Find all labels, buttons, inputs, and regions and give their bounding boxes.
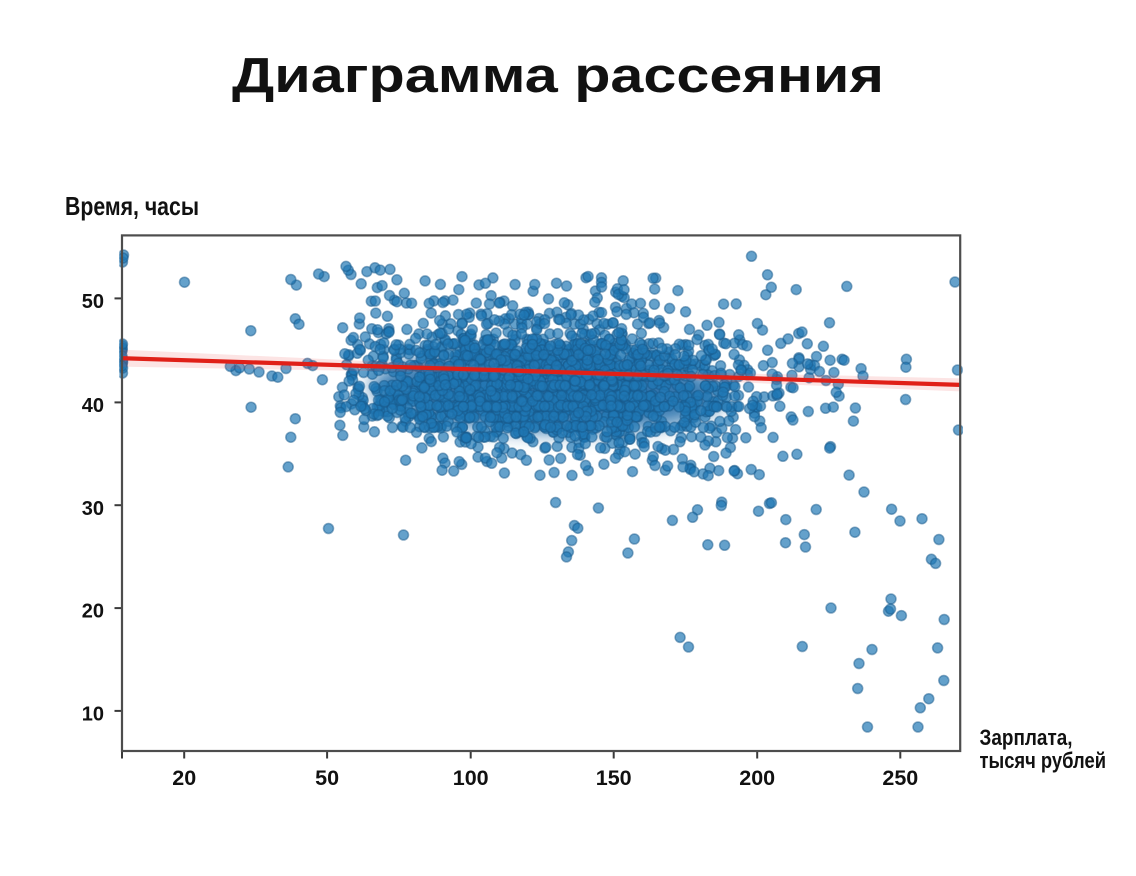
svg-text:100: 100 — [453, 766, 489, 790]
svg-text:20: 20 — [82, 601, 104, 623]
svg-text:тысяч рублей: тысяч рублей — [980, 748, 1107, 773]
svg-text:50: 50 — [82, 291, 104, 313]
svg-text:10: 10 — [82, 704, 104, 726]
svg-text:40: 40 — [82, 395, 104, 417]
svg-text:200: 200 — [739, 766, 775, 790]
svg-text:30: 30 — [82, 498, 104, 520]
svg-text:250: 250 — [882, 766, 918, 790]
svg-text:Диаграмма рассеяния: Диаграмма рассеяния — [232, 49, 884, 103]
svg-text:Зарплата,: Зарплата, — [980, 725, 1073, 750]
svg-text:50: 50 — [315, 766, 339, 790]
svg-text:150: 150 — [596, 766, 632, 790]
svg-text:Время, часы: Время, часы — [65, 191, 199, 221]
svg-text:20: 20 — [172, 766, 196, 790]
